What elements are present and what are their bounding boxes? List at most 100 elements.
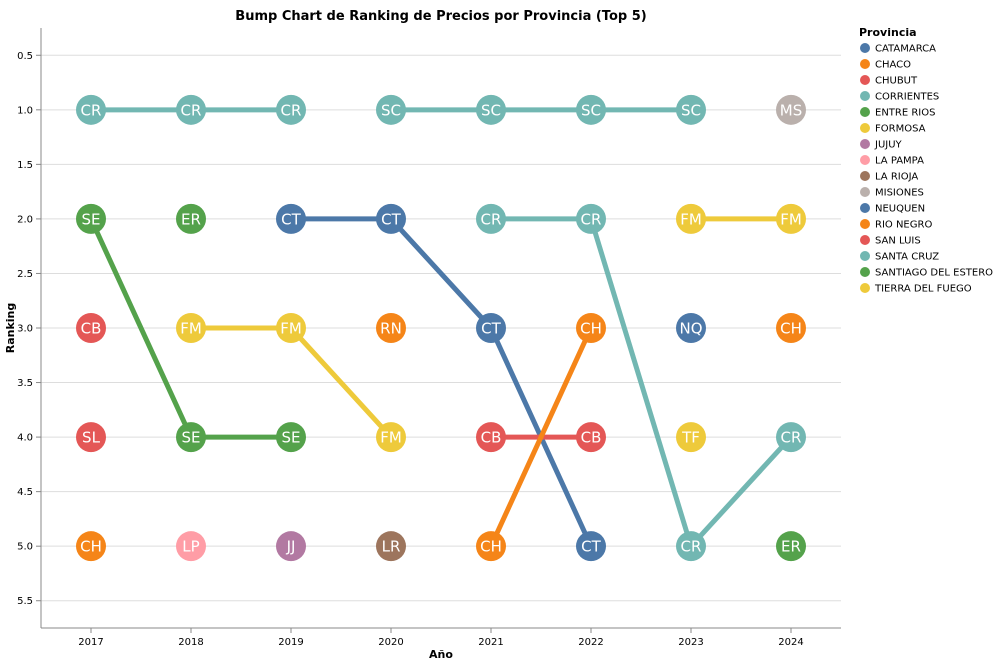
- rank-point: [576, 313, 606, 343]
- x-tick-label: 2024: [778, 637, 803, 648]
- x-axis-title: Año: [429, 648, 453, 661]
- legend-label: FORMOSA: [875, 124, 926, 135]
- rank-point-label: SE: [82, 210, 101, 228]
- rank-point-label: CT: [481, 320, 501, 338]
- legend-label: SANTA CRUZ: [875, 252, 939, 263]
- legend-label: CHUBUT: [875, 76, 918, 87]
- rank-point-label: CR: [781, 429, 802, 447]
- rank-point-label: LP: [182, 538, 199, 556]
- rank-point: [576, 203, 606, 234]
- legend-swatch: [860, 91, 870, 101]
- rank-point-label: CT: [281, 210, 301, 228]
- y-tick-label: 0.5: [17, 51, 33, 62]
- rank-point-label: JJ: [286, 538, 296, 556]
- legend-swatch: [860, 75, 870, 85]
- x-tick-label: 2021: [478, 637, 503, 648]
- legend-label: CATAMARCA: [875, 44, 936, 55]
- rank-point-label: SC: [381, 101, 401, 119]
- rank-point-label: NQ: [679, 320, 702, 338]
- rank-point-label: CB: [481, 429, 502, 447]
- rank-point-label: LR: [382, 538, 401, 556]
- x-tick-label: 2019: [278, 637, 303, 648]
- legend-swatch: [860, 187, 870, 197]
- rank-point-label: ER: [181, 210, 201, 228]
- y-axis-title: Ranking: [4, 303, 17, 354]
- rank-point: [576, 531, 606, 562]
- rank-point: [276, 94, 306, 125]
- rank-point-label: FM: [280, 320, 302, 338]
- rank-point: [676, 531, 706, 562]
- legend-title: Provincia: [859, 26, 917, 39]
- rank-point-label: CB: [581, 429, 602, 447]
- rank-point-label: SE: [282, 429, 301, 447]
- x-tick-label: 2017: [78, 637, 103, 648]
- rank-point-label: FM: [680, 210, 702, 228]
- y-tick-label: 1.0: [17, 105, 33, 116]
- rank-point-label: CT: [381, 210, 401, 228]
- legend-swatch: [860, 219, 870, 229]
- rank-point: [776, 531, 806, 562]
- y-tick-label: 5.0: [17, 542, 33, 553]
- rank-point: [676, 422, 706, 453]
- rank-point: [676, 203, 706, 234]
- legend-label: MISIONES: [875, 188, 924, 199]
- x-tick-label: 2023: [678, 637, 703, 648]
- rank-point: [376, 94, 406, 125]
- legend: Provincia CATAMARCA CHACO CHUBUT CORRIENTES…: [859, 26, 993, 295]
- legend-label: ENTRE RIOS: [875, 108, 935, 119]
- rank-point-label: FM: [780, 210, 802, 228]
- legend-label: TIERRA DEL FUEGO: [874, 284, 972, 295]
- y-tick-label: 5.5: [17, 596, 33, 607]
- y-tick-label: 4.5: [17, 487, 33, 498]
- rank-point: [776, 203, 806, 234]
- rank-point-label: CR: [481, 210, 502, 228]
- x-tick-label: 2018: [178, 637, 203, 648]
- rank-point: [476, 531, 506, 562]
- rank-point-label: CR: [281, 101, 302, 119]
- rank-point-label: SE: [182, 429, 201, 447]
- legend-swatch: [860, 139, 870, 149]
- rank-point-label: CR: [581, 210, 602, 228]
- rank-point: [776, 94, 806, 125]
- rank-point-label: CH: [580, 320, 602, 338]
- rank-point: [376, 422, 406, 453]
- rank-point: [376, 313, 406, 343]
- rank-point: [376, 531, 406, 562]
- y-tick-label: 3.5: [17, 378, 33, 389]
- legend-swatch: [860, 283, 870, 293]
- y-tick-label: 4.0: [17, 433, 33, 444]
- legend-swatch: [860, 171, 870, 181]
- rank-point-label: SC: [681, 101, 701, 119]
- axes-layer: 0.5 1.0 1.5 2.0 2.5 3.0 3.5 4.0 4.5 5.0 5.5 2017 201…: [17, 28, 841, 648]
- y-tick-label: 1.5: [17, 160, 33, 171]
- rank-point: [76, 313, 106, 343]
- x-tick-label: 2020: [378, 637, 403, 648]
- legend-label: SANTIAGO DEL ESTERO: [875, 268, 993, 279]
- legend-label: NEUQUEN: [875, 204, 925, 215]
- y-tick-label: 2.5: [17, 269, 33, 280]
- rank-point: [76, 203, 106, 234]
- rank-point: [76, 531, 106, 562]
- chart-title: Bump Chart de Ranking de Precios por Pro…: [235, 9, 646, 24]
- rank-point: [176, 203, 206, 234]
- rank-point: [376, 203, 406, 234]
- legend-items: CATAMARCA CHACO CHUBUT CORRIENTES ENTRE RIOS…: [860, 43, 993, 295]
- rank-point: [176, 531, 206, 562]
- rank-point-label: SL: [82, 429, 101, 447]
- legend-swatch: [860, 59, 870, 69]
- rank-point-label: CR: [181, 101, 202, 119]
- rank-point-label: CR: [81, 101, 102, 119]
- rank-point: [476, 313, 506, 343]
- rank-point-label: SC: [481, 101, 501, 119]
- legend-swatch: [860, 203, 870, 213]
- legend-swatch: [860, 251, 870, 261]
- legend-swatch: [860, 123, 870, 133]
- rank-point: [476, 203, 506, 234]
- legend-swatch: [860, 267, 870, 277]
- rank-point-label: FM: [380, 429, 402, 447]
- rank-point-label: CH: [480, 538, 502, 556]
- legend-label: JUJUY: [874, 140, 903, 151]
- rank-point-label: CR: [681, 538, 702, 556]
